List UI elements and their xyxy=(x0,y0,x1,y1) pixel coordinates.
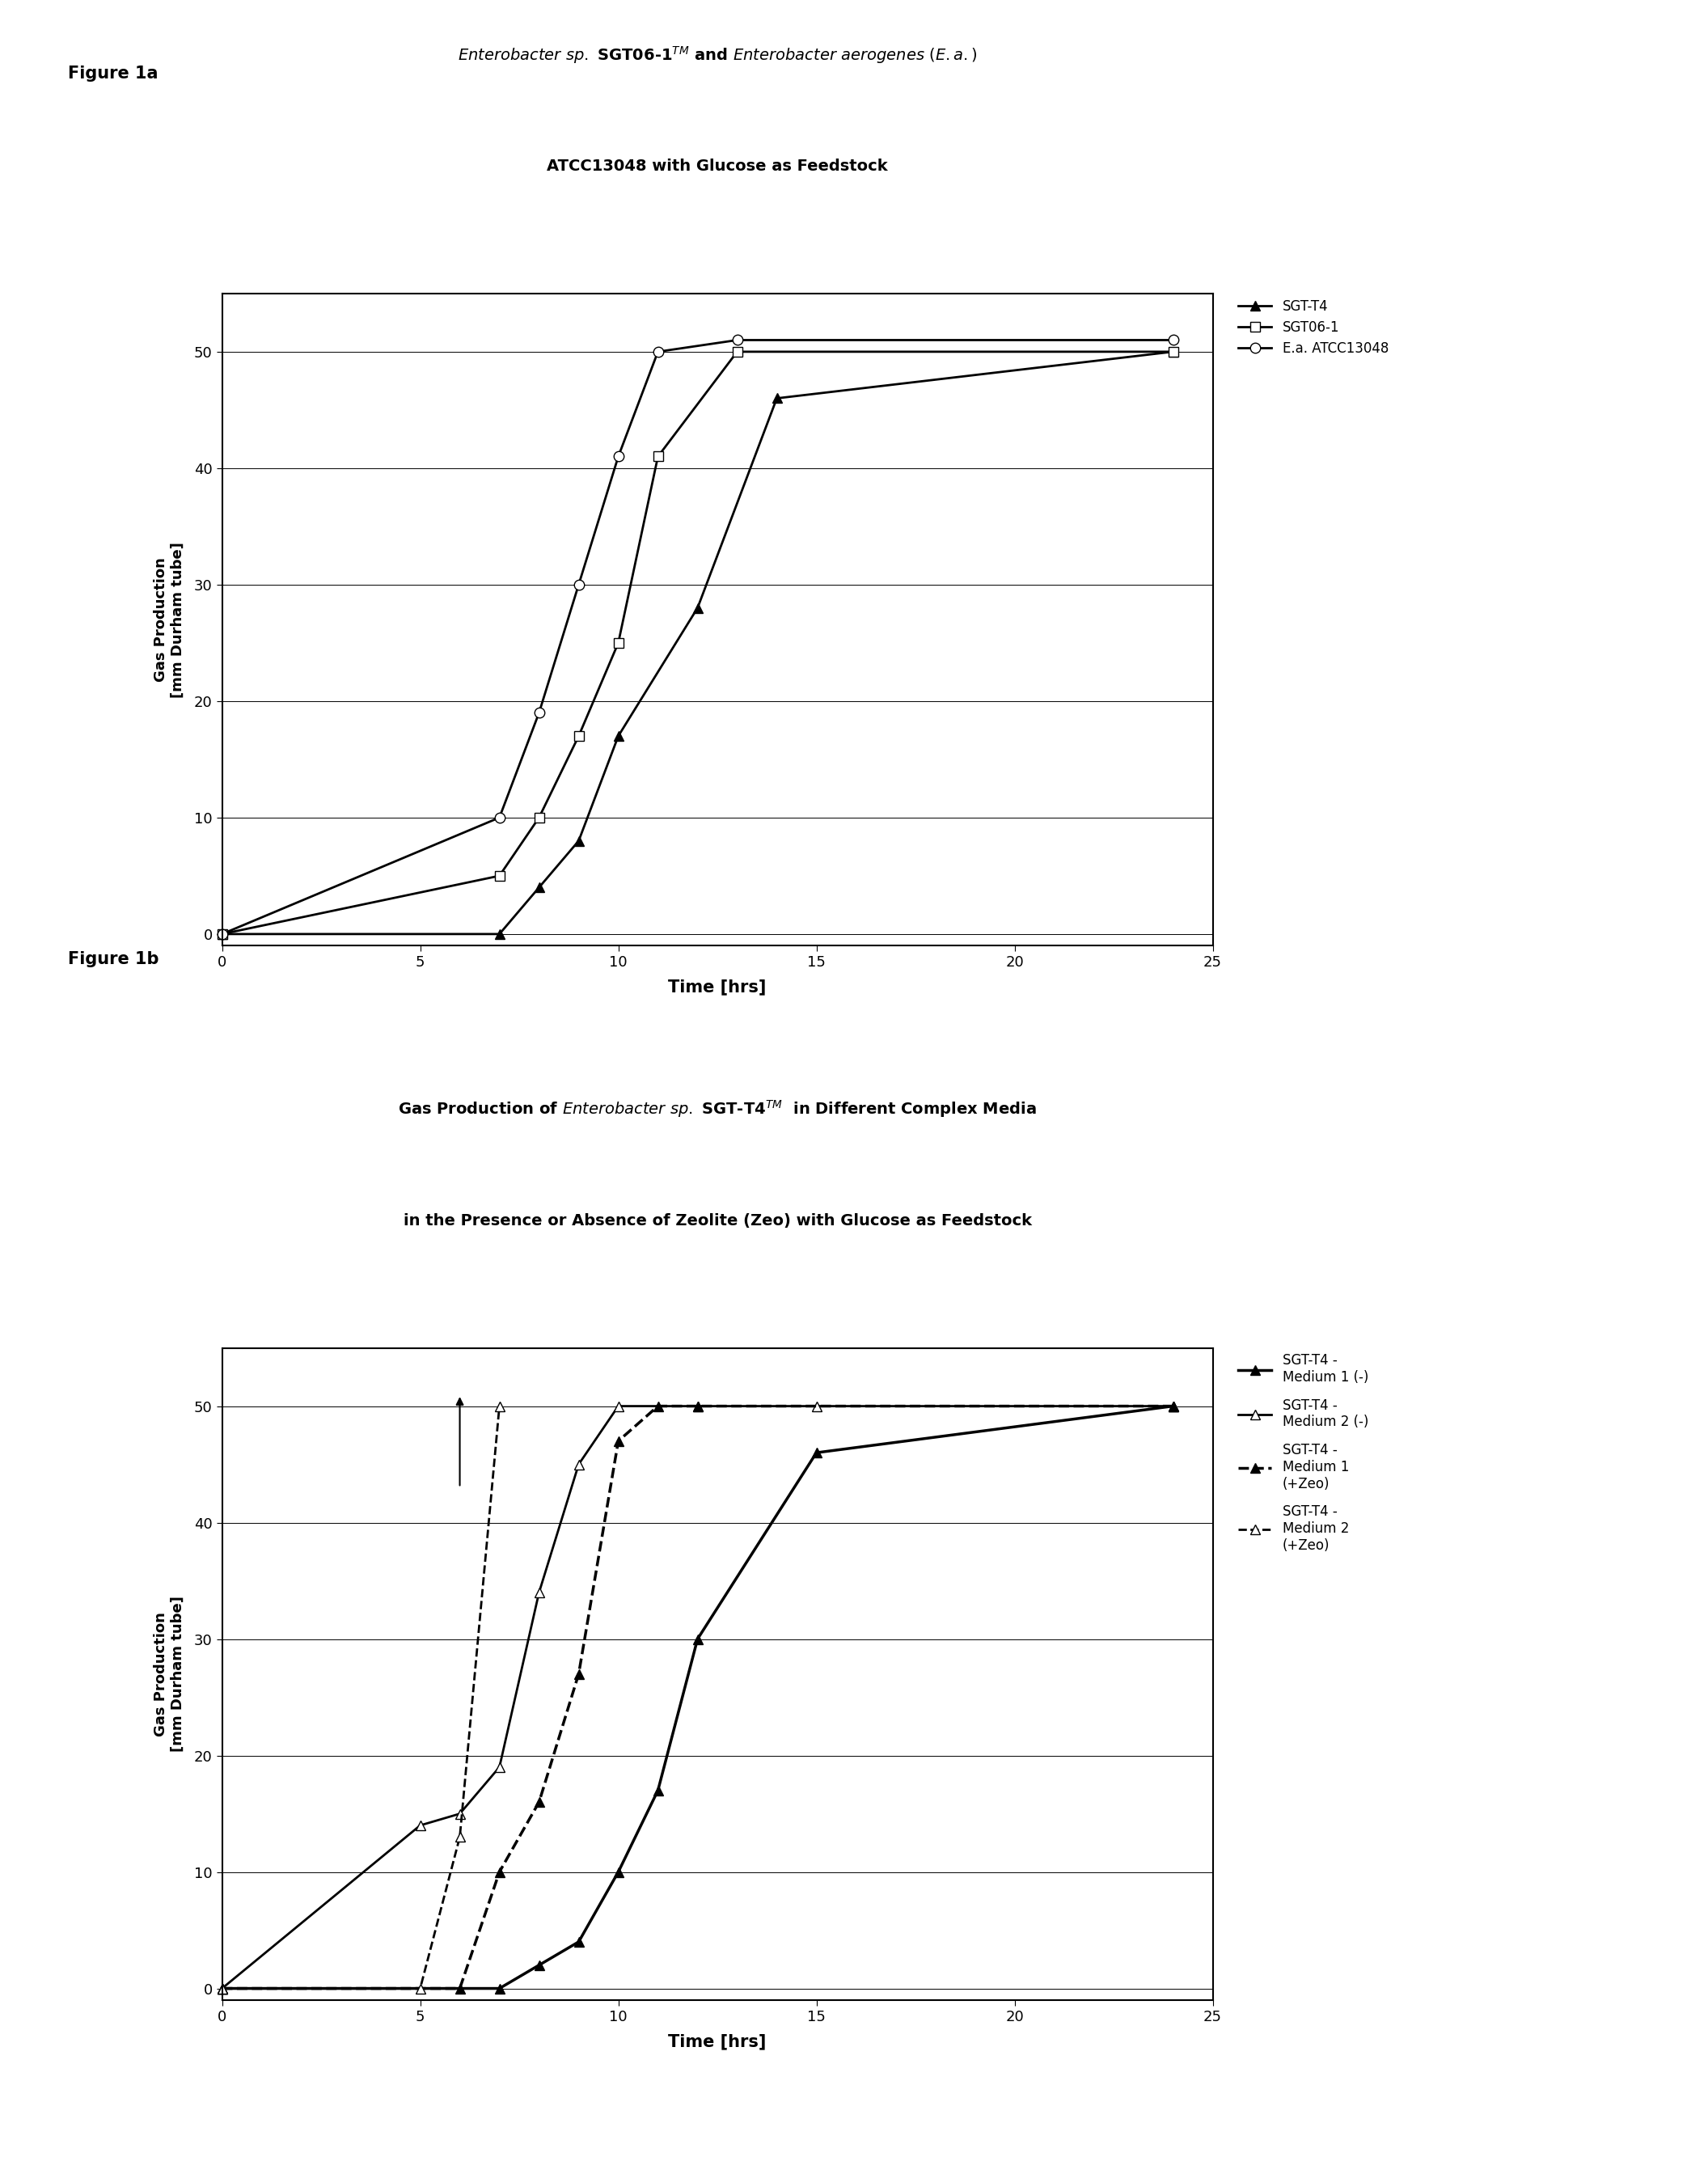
SGT-T4 xyxy=(767,385,787,411)
SGT-T4 -
Medium 2
(+Zeo) xyxy=(212,1976,232,2002)
SGT-T4 xyxy=(687,596,707,622)
Text: Gas Production of $\it{Enterobacter\ sp.}$ SGT-T4$^{TM}$  in Different Complex M: Gas Production of $\it{Enterobacter\ sp.… xyxy=(398,1098,1037,1120)
SGT-T4 -
Medium 2 (-) xyxy=(687,1394,707,1420)
SGT-T4 -
Medium 2 (-) xyxy=(529,1578,550,1604)
X-axis label: Time [hrs]: Time [hrs] xyxy=(668,2033,767,2050)
E.a. ATCC13048 xyxy=(488,804,509,830)
SGT-T4 -
Medium 1 (-) xyxy=(1163,1394,1184,1420)
Text: in the Presence or Absence of Zeolite (Zeo) with Glucose as Feedstock: in the Presence or Absence of Zeolite (Z… xyxy=(403,1213,1032,1228)
SGT-T4 -
Medium 2 (-) xyxy=(488,1754,509,1781)
SGT06-1 xyxy=(488,863,509,889)
Line: SGT-T4 -
Medium 2 (-): SGT-T4 - Medium 2 (-) xyxy=(217,1400,1179,1994)
Line: SGT06-1: SGT06-1 xyxy=(217,346,1179,939)
SGT-T4 -
Medium 2 (-) xyxy=(449,1800,470,1826)
Line: SGT-T4 -
Medium 1
(+Zeo): SGT-T4 - Medium 1 (+Zeo) xyxy=(217,1400,1179,1994)
SGT-T4 -
Medium 2 (-) xyxy=(569,1452,589,1478)
SGT06-1 xyxy=(728,339,748,365)
SGT-T4 -
Medium 1
(+Zeo) xyxy=(212,1976,232,2002)
SGT-T4 -
Medium 2
(+Zeo) xyxy=(410,1976,430,2002)
Line: SGT-T4 -
Medium 2
(+Zeo): SGT-T4 - Medium 2 (+Zeo) xyxy=(217,1400,504,1994)
SGT-T4 -
Medium 1 (-) xyxy=(488,1976,509,2002)
SGT-T4 -
Medium 2 (-) xyxy=(410,1813,430,1839)
E.a. ATCC13048 xyxy=(569,572,589,598)
SGT-T4 -
Medium 2
(+Zeo) xyxy=(488,1394,509,1420)
SGT06-1 xyxy=(569,724,589,750)
Line: E.a. ATCC13048: E.a. ATCC13048 xyxy=(217,335,1179,939)
SGT-T4 xyxy=(488,922,509,948)
SGT-T4 xyxy=(1163,339,1184,365)
E.a. ATCC13048 xyxy=(608,443,629,470)
SGT-T4 -
Medium 2 (-) xyxy=(1163,1394,1184,1420)
Text: Figure 1b: Figure 1b xyxy=(68,952,159,967)
SGT-T4 -
Medium 1 (-) xyxy=(687,1626,707,1652)
SGT06-1 xyxy=(1163,339,1184,365)
SGT-T4 -
Medium 1 (-) xyxy=(608,1859,629,1885)
E.a. ATCC13048 xyxy=(212,922,232,948)
SGT-T4 -
Medium 1
(+Zeo) xyxy=(647,1394,668,1420)
SGT-T4 -
Medium 1 (-) xyxy=(569,1928,589,1954)
Y-axis label: Gas Production
[mm Durham tube]: Gas Production [mm Durham tube] xyxy=(154,541,184,698)
SGT-T4 xyxy=(608,724,629,750)
SGT-T4 -
Medium 1
(+Zeo) xyxy=(449,1976,470,2002)
SGT-T4 -
Medium 1 (-) xyxy=(647,1778,668,1804)
SGT-T4 xyxy=(212,922,232,948)
Legend: SGT-T4, SGT06-1, E.a. ATCC13048: SGT-T4, SGT06-1, E.a. ATCC13048 xyxy=(1233,293,1394,361)
SGT-T4 -
Medium 1
(+Zeo) xyxy=(569,1661,589,1687)
Y-axis label: Gas Production
[mm Durham tube]: Gas Production [mm Durham tube] xyxy=(154,1596,184,1752)
SGT-T4 -
Medium 1 (-) xyxy=(212,1976,232,2002)
SGT06-1 xyxy=(647,443,668,470)
Text: Figure 1a: Figure 1a xyxy=(68,65,159,80)
SGT-T4 -
Medium 2 (-) xyxy=(608,1394,629,1420)
SGT-T4 -
Medium 1
(+Zeo) xyxy=(488,1859,509,1885)
Text: $\it{Enterobacter\ sp.}$ SGT06-1$^{TM}$ and $\mathbf{\it{Enterobacter\ aerogenes: $\it{Enterobacter\ sp.}$ SGT06-1$^{TM}$ … xyxy=(458,43,977,65)
E.a. ATCC13048 xyxy=(529,700,550,726)
SGT-T4 -
Medium 2 (-) xyxy=(806,1394,827,1420)
E.a. ATCC13048 xyxy=(647,339,668,365)
SGT06-1 xyxy=(212,922,232,948)
SGT-T4 -
Medium 1
(+Zeo) xyxy=(687,1394,707,1420)
SGT-T4 -
Medium 1 (-) xyxy=(529,1952,550,1978)
SGT-T4 -
Medium 1 (-) xyxy=(806,1439,827,1465)
Line: SGT-T4: SGT-T4 xyxy=(217,346,1179,939)
SGT-T4 -
Medium 1
(+Zeo) xyxy=(608,1428,629,1454)
SGT-T4 -
Medium 1
(+Zeo) xyxy=(1163,1394,1184,1420)
SGT-T4 -
Medium 1
(+Zeo) xyxy=(529,1789,550,1815)
X-axis label: Time [hrs]: Time [hrs] xyxy=(668,978,767,996)
E.a. ATCC13048 xyxy=(728,326,748,352)
Legend: SGT-T4 -
Medium 1 (-), SGT-T4 -
Medium 2 (-), SGT-T4 -
Medium 1
(+Zeo), SGT-T4 -: SGT-T4 - Medium 1 (-), SGT-T4 - Medium 2… xyxy=(1233,1348,1373,1559)
Line: SGT-T4 -
Medium 1 (-): SGT-T4 - Medium 1 (-) xyxy=(217,1400,1179,1994)
Text: ATCC13048 with Glucose as Feedstock: ATCC13048 with Glucose as Feedstock xyxy=(547,159,888,174)
SGT-T4 xyxy=(529,874,550,900)
SGT-T4 -
Medium 2 (-) xyxy=(212,1976,232,2002)
SGT-T4 -
Medium 2
(+Zeo) xyxy=(449,1824,470,1850)
E.a. ATCC13048 xyxy=(1163,326,1184,352)
SGT06-1 xyxy=(608,630,629,657)
SGT06-1 xyxy=(529,804,550,830)
SGT-T4 xyxy=(569,828,589,854)
